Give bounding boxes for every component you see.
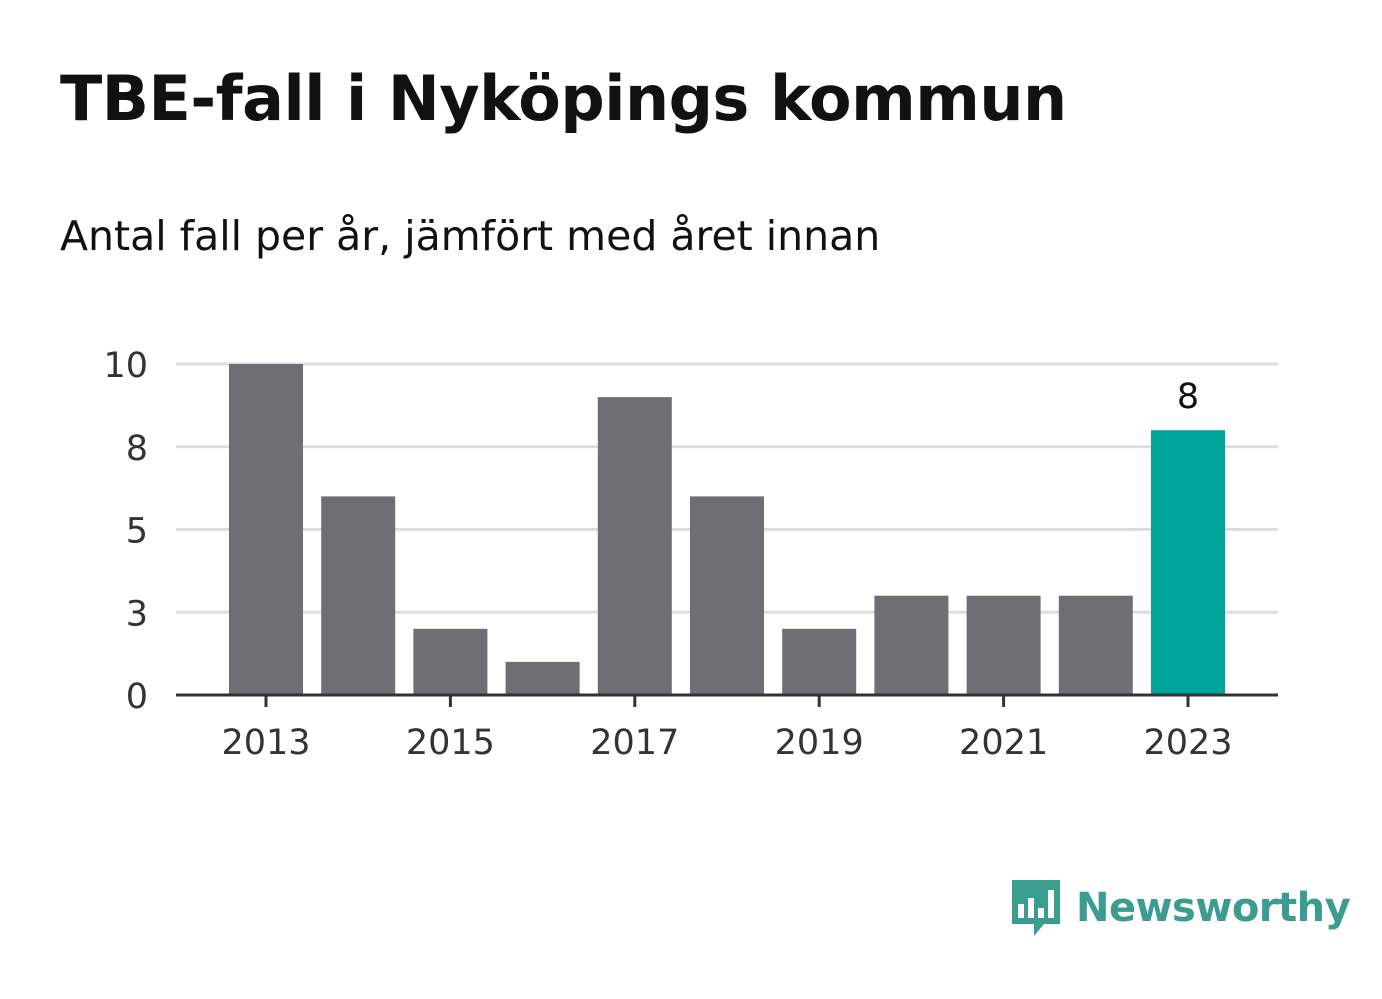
bar-2016: [505, 661, 580, 695]
bar-2014: [321, 496, 396, 695]
y-tick-label: 0: [126, 677, 148, 717]
chart-title: TBE-fall i Nyköpings kommun: [60, 62, 1067, 135]
x-tick-label: 2019: [775, 723, 864, 763]
x-tick-label: 2021: [959, 723, 1048, 763]
newsworthy-logo-icon: [1012, 880, 1060, 936]
newsworthy-logo: Newsworthy: [1010, 878, 1351, 938]
y-tick-label: 5: [126, 512, 148, 552]
axes: [176, 693, 1278, 707]
bar-2015: [413, 628, 488, 695]
x-tick-label: 2013: [221, 723, 310, 763]
bar-2021: [966, 595, 1041, 695]
bar-2017: [597, 397, 672, 695]
bar-2020: [874, 595, 949, 695]
bar-2022: [1058, 595, 1133, 695]
bars: [229, 364, 1225, 695]
chart-subtitle: Antal fall per år, jämfört med året inna…: [60, 212, 881, 260]
y-tick-label: 10: [103, 346, 148, 386]
brand-name: Newsworthy: [1076, 885, 1351, 931]
bar-2013: [229, 364, 303, 695]
bar-2018: [690, 496, 764, 695]
data-label: 8: [1177, 377, 1199, 417]
y-tick-label: 3: [126, 594, 148, 634]
bar-2023: [1151, 430, 1225, 695]
y-tick-label: 8: [126, 429, 148, 469]
x-tick-label: 2017: [590, 723, 679, 763]
labels: 0 3 5 8 10 8 2013 2015 2017 2019 2021 2023: [103, 346, 1232, 763]
x-tick-label: 2023: [1143, 723, 1232, 763]
bar-2019: [782, 628, 857, 695]
x-tick-label: 2015: [406, 723, 495, 763]
